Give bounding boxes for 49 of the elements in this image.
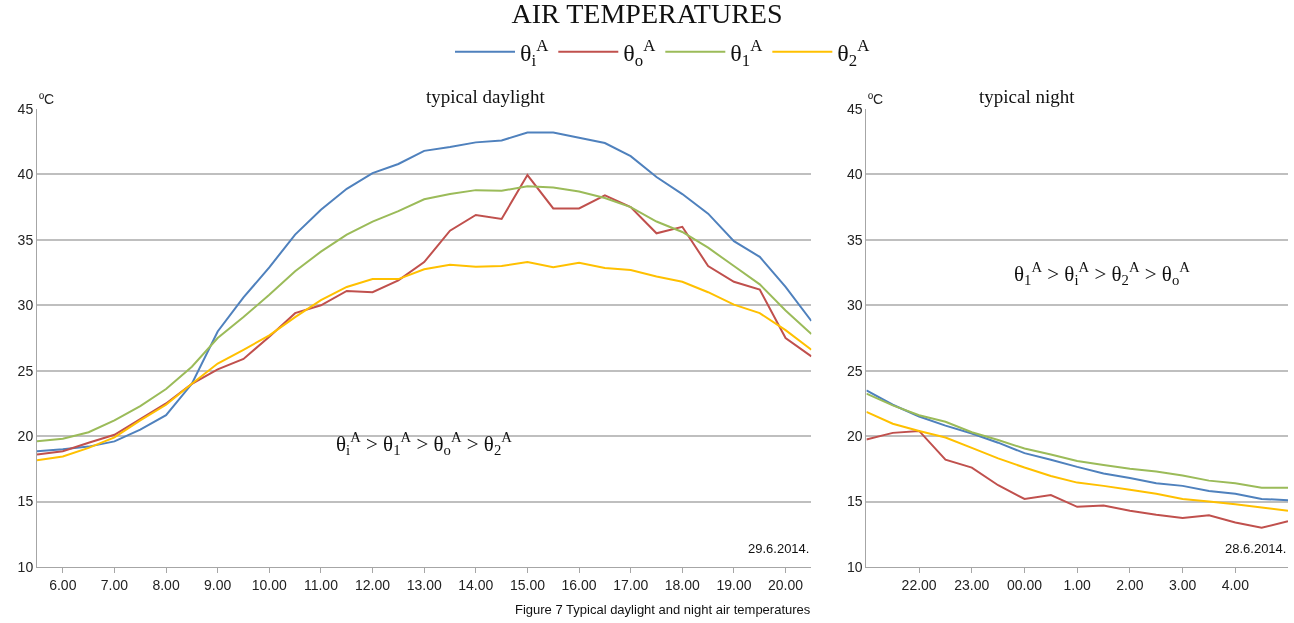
y-axis-title: ºC xyxy=(39,91,55,107)
y-tick-label: 35 xyxy=(17,231,34,248)
x-tick-label: 8.00 xyxy=(152,576,180,593)
caption: Figure 7 Typical daylight and night air temperatures xyxy=(515,602,811,617)
y-tick-label: 40 xyxy=(847,166,863,183)
annotation: 28.6.2014. xyxy=(1225,541,1287,556)
y-tick-label: 20 xyxy=(847,428,863,445)
x-tick-label: 15.00 xyxy=(509,576,546,593)
x-tick-label: 7.00 xyxy=(100,576,129,593)
y-tick-label: 20 xyxy=(17,428,34,445)
x-tick-label: 1.00 xyxy=(1063,576,1092,593)
y-tick-label: 45 xyxy=(847,100,863,117)
y-tick-label: 10 xyxy=(847,558,863,575)
line-series xyxy=(37,261,812,462)
y-tick-label: 45 xyxy=(17,100,34,117)
x-tick-label: 14.00 xyxy=(458,576,494,593)
x-tick-label: 16.00 xyxy=(561,576,597,593)
x-tick-label: 13.00 xyxy=(406,576,442,593)
x-tick-label: 18.00 xyxy=(664,576,701,593)
x-tick-label: 9.00 xyxy=(204,576,232,593)
chart-subtitle: typical daylight xyxy=(426,86,546,107)
x-tick-label: 22.00 xyxy=(901,576,937,593)
y-tick-label: 35 xyxy=(847,231,863,248)
x-tick-label: 4.00 xyxy=(1221,576,1250,593)
x-tick-label: 12.00 xyxy=(355,576,391,593)
x-tick-label: 10.00 xyxy=(251,576,288,593)
x-tick-label: 23.00 xyxy=(954,576,990,593)
y-tick-label: 15 xyxy=(17,493,34,510)
x-tick-label: 3.00 xyxy=(1168,576,1197,593)
x-tick-label: 20.00 xyxy=(768,576,804,593)
y-tick-label: 30 xyxy=(847,297,863,314)
annotation: 29.6.2014. xyxy=(748,541,810,556)
x-tick-label: 19.00 xyxy=(716,576,752,593)
x-tick-label: 11.00 xyxy=(303,576,339,593)
x-tick-label: 00.00 xyxy=(1006,576,1043,593)
x-tick-label: 17.00 xyxy=(613,576,649,593)
y-tick-label: 15 xyxy=(847,493,863,510)
x-tick-label: 6.00 xyxy=(49,576,77,593)
x-tick-label: 2.00 xyxy=(1116,576,1144,593)
chart-title: AIR TEMPERATURES xyxy=(511,0,783,29)
line-series xyxy=(866,429,1288,529)
y-tick-label: 25 xyxy=(17,362,34,379)
y-axis-title: ºC xyxy=(868,91,884,107)
chart-title: typical night xyxy=(979,86,1076,107)
y-tick-label: 25 xyxy=(847,362,863,379)
line-series xyxy=(866,410,1288,512)
y-tick-label: 30 xyxy=(17,297,34,314)
y-tick-label: 40 xyxy=(17,166,34,183)
y-tick-label: 10 xyxy=(17,558,34,575)
